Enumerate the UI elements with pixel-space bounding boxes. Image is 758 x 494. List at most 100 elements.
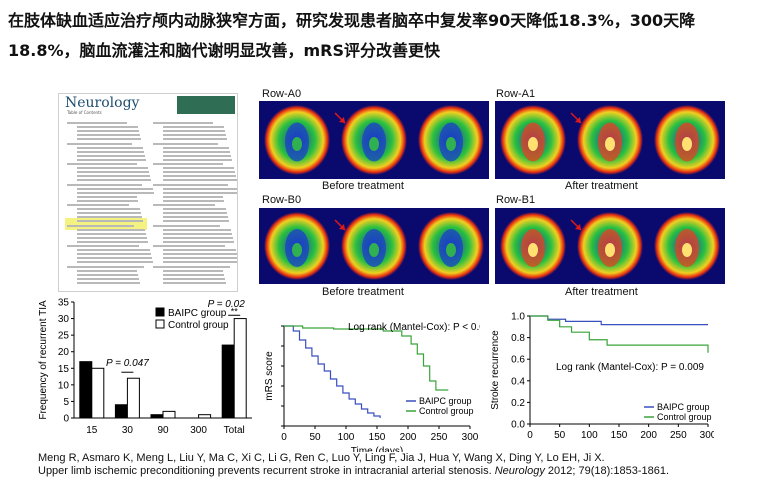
toc-text-line xyxy=(77,175,150,178)
toc-text-line xyxy=(77,179,151,182)
toc-text-line xyxy=(163,195,223,198)
brain-center xyxy=(292,243,302,257)
toc-text-line xyxy=(67,204,129,206)
journal-cover-image: Neurology Table of Contents xyxy=(58,93,238,292)
citation-reference: Upper limb ischemic preconditioning prev… xyxy=(38,465,728,478)
legend-swatch xyxy=(155,319,165,329)
scan-caption: After treatment xyxy=(565,180,638,192)
y-tick-label: 20 xyxy=(58,347,70,358)
legend-label: Control group xyxy=(657,412,712,422)
bar-control xyxy=(198,414,212,419)
legend-label: Control group xyxy=(419,406,474,416)
red-arrowhead-icon xyxy=(575,117,581,123)
stroke-recurrence-line-chart: 0.0 0.2 0.4 0.6 0.8 1.0 0 50 100 150 200 250 300 Stro… xyxy=(490,312,714,442)
log-rank-annotation: Log rank (Mantel-Cox): P < 0.001 xyxy=(348,322,480,333)
scan-images-b1 xyxy=(495,208,725,284)
toc-text-line xyxy=(163,228,231,231)
toc-text-line xyxy=(77,232,146,235)
toc-text-line xyxy=(77,212,141,215)
toc-text-line xyxy=(77,187,153,190)
toc-text-line xyxy=(77,199,138,202)
citation-title: Upper limb ischemic preconditioning prev… xyxy=(38,465,492,477)
citation-authors: Meng R, Asmaro K, Meng L, Liu Y, Ma C, X… xyxy=(38,452,605,464)
brain-center xyxy=(369,243,379,257)
toc-text-line xyxy=(163,208,226,211)
red-arrowhead-icon xyxy=(575,224,581,230)
toc-text-line xyxy=(77,249,150,252)
bar-baipc xyxy=(79,361,93,419)
x-tick-label: 300 xyxy=(190,425,207,436)
brain-center xyxy=(446,243,456,257)
toc-text-line xyxy=(163,232,232,235)
toc-text-line xyxy=(77,130,139,133)
scan-images-b0 xyxy=(259,208,489,284)
toc-text-line xyxy=(153,265,230,268)
y-tick-label: 35 xyxy=(58,298,70,309)
x-tick-label: 250 xyxy=(431,432,448,443)
journal-name: Neurology xyxy=(65,95,140,111)
brain-center xyxy=(292,137,302,151)
toc-text-line xyxy=(163,175,236,178)
toc-text-line xyxy=(77,273,138,276)
red-arrowhead-icon xyxy=(339,224,345,230)
toc-text-line xyxy=(163,158,232,161)
toc-text-line xyxy=(163,134,226,137)
log-rank-annotation: Log rank (Mantel-Cox): P = 0.009 xyxy=(556,362,704,373)
brain-center xyxy=(682,243,692,257)
toc-text-line xyxy=(77,208,140,211)
toc-text-line xyxy=(77,134,140,137)
toc-text-line xyxy=(163,236,233,239)
toc-text-line xyxy=(77,253,151,256)
bar-baipc xyxy=(221,344,235,419)
toc-text-line xyxy=(77,146,143,149)
toc-text-line xyxy=(67,142,132,145)
toc-text-line xyxy=(77,261,153,264)
y-tick-label: 10 xyxy=(58,380,70,391)
y-axis-label: Stroke recurrence xyxy=(490,330,501,410)
legend-label: Control group xyxy=(168,320,229,331)
x-tick-label: 250 xyxy=(670,430,687,441)
toc-text-line xyxy=(77,277,139,280)
citation-journal: Neurology xyxy=(494,465,545,477)
journal-subtitle: Table of Contents xyxy=(67,110,102,115)
mrs-score-line-chart: 0 50 100 150 200 250 300 mRS score Time (days) Lo… xyxy=(264,322,480,452)
scan-caption: After treatment xyxy=(565,286,638,298)
bar-control xyxy=(91,367,105,419)
toc-text-line xyxy=(163,220,229,223)
toc-text-line xyxy=(77,150,144,153)
y-tick-label: 0.4 xyxy=(511,376,525,387)
y-tick-label: 5 xyxy=(63,397,69,408)
toc-text-line xyxy=(163,167,234,170)
toc-text-line xyxy=(77,269,137,272)
x-tick-label: 150 xyxy=(369,432,386,443)
toc-text-line xyxy=(67,224,134,227)
toc-text-line xyxy=(163,240,234,243)
toc-text-line xyxy=(77,138,141,141)
x-tick-label: 30 xyxy=(122,425,134,436)
toc-text-line xyxy=(67,163,137,165)
toc-text-line xyxy=(163,150,230,153)
toc-text-line xyxy=(163,130,225,133)
toc-text-line xyxy=(77,257,152,260)
y-tick-label: 30 xyxy=(58,314,70,325)
x-tick-label: 200 xyxy=(640,430,657,441)
toc-text-line xyxy=(77,228,145,231)
y-axis-label: Frequency of recurrent TIA xyxy=(38,300,49,420)
toc-text-line xyxy=(163,253,237,256)
toc-text-line xyxy=(163,138,227,141)
x-tick-label: 100 xyxy=(581,430,598,441)
toc-text-line xyxy=(163,146,229,149)
x-tick-label: 15 xyxy=(86,425,98,436)
y-tick-label: 0.2 xyxy=(511,398,525,409)
toc-text-line xyxy=(153,204,215,206)
legend-label: BAIPC group xyxy=(168,308,227,319)
x-tick-label: 150 xyxy=(611,430,628,441)
journal-toc-columns xyxy=(63,122,237,287)
brain-center xyxy=(528,137,538,151)
toc-text-line xyxy=(67,122,127,124)
brain-center xyxy=(528,243,538,257)
toc-text-line xyxy=(163,154,231,157)
bar-baipc xyxy=(114,404,128,419)
series-line-control xyxy=(284,325,449,391)
scan-images-a1 xyxy=(495,101,725,179)
